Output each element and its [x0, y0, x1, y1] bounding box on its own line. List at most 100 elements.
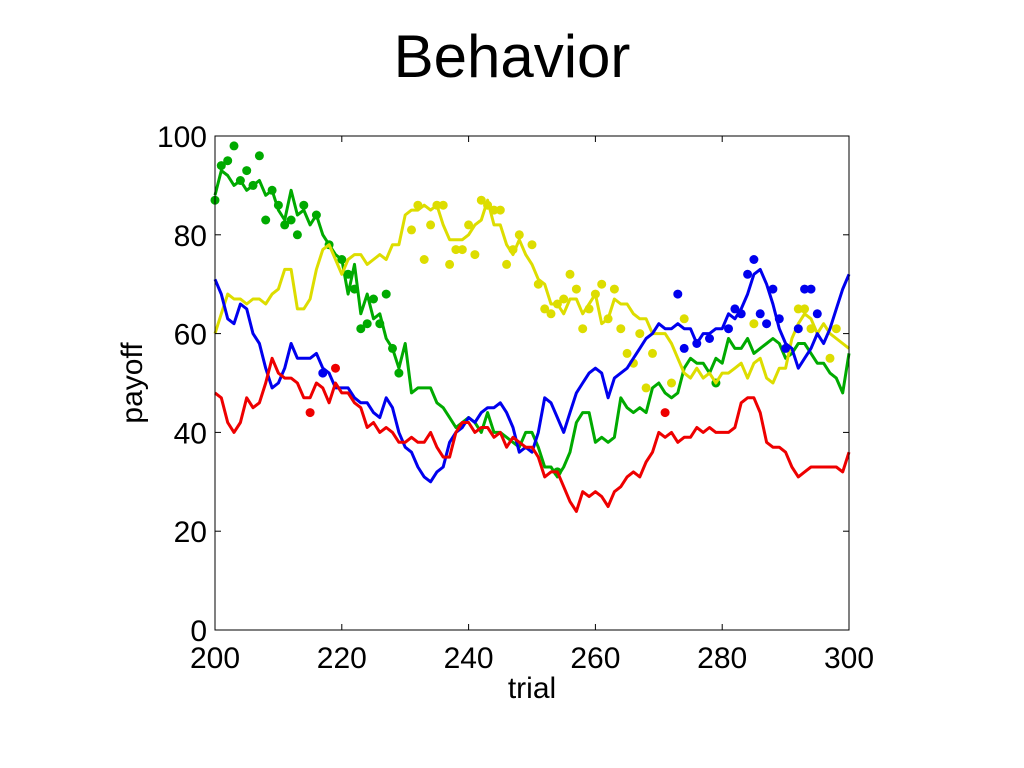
choice-point: [806, 324, 816, 334]
choice-point: [235, 176, 245, 185]
choice-point: [248, 180, 258, 190]
choice-point: [381, 289, 391, 299]
choice-point: [261, 215, 271, 225]
choice-point: [457, 245, 467, 255]
choice-point: [648, 348, 657, 358]
choice-point: [445, 259, 455, 269]
choice-point: [438, 200, 448, 210]
choice-point: [273, 200, 283, 210]
choice-point: [552, 299, 562, 309]
choice-point: [369, 294, 378, 304]
choice-point: [565, 269, 575, 279]
choice-point: [800, 304, 810, 314]
plot-area: [215, 136, 849, 630]
choice-point: [641, 383, 651, 393]
x-tick-label: 260: [570, 642, 620, 675]
choice-point: [730, 304, 740, 314]
y-tick-label: 60: [174, 319, 207, 352]
choice-point: [223, 156, 233, 166]
choice-point: [673, 289, 683, 299]
series-layer: [210, 141, 851, 513]
series-line: [213, 267, 851, 484]
y-tick-label: 80: [174, 220, 207, 253]
choice-point: [375, 319, 385, 329]
choice-point: [768, 284, 778, 294]
choice-point: [679, 314, 689, 324]
choice-point: [331, 363, 340, 373]
x-tick-label: 300: [824, 642, 874, 675]
choice-point: [229, 141, 239, 151]
x-tick-label: 280: [697, 642, 747, 675]
choice-point: [793, 324, 803, 334]
choice-point: [407, 225, 416, 235]
choice-point: [749, 255, 759, 264]
choice-point: [292, 230, 302, 240]
series-group: [210, 141, 851, 479]
choice-point: [419, 255, 429, 264]
y-axis-title: payoff: [116, 342, 149, 424]
x-tick-label: 220: [317, 642, 367, 675]
choice-point: [781, 343, 791, 353]
choice-point: [755, 309, 765, 319]
choice-point: [267, 185, 277, 195]
choice-point: [502, 259, 512, 269]
choice-point: [508, 245, 518, 255]
choice-point: [489, 205, 499, 215]
y-tick-label: 20: [174, 516, 207, 549]
choice-point: [286, 215, 296, 225]
x-tick-label: 240: [444, 642, 494, 675]
choice-point: [590, 289, 600, 299]
choice-point: [705, 334, 714, 343]
x-tick-label: 200: [190, 642, 240, 675]
choice-point: [362, 319, 372, 329]
slide-title: Behavior: [393, 23, 631, 90]
choice-point: [388, 343, 397, 353]
series-group: [213, 195, 850, 393]
axes-box: [214, 135, 850, 631]
y-tick-label: 40: [174, 417, 207, 450]
choice-point: [464, 220, 474, 230]
choice-point: [736, 309, 746, 319]
choice-point: [394, 368, 404, 378]
choice-point: [667, 378, 676, 388]
choice-point: [495, 205, 505, 215]
choice-point: [413, 200, 423, 210]
choice-point: [660, 408, 670, 418]
choice-point: [470, 250, 480, 260]
series-line: [213, 169, 851, 479]
choice-point: [533, 279, 543, 289]
series-group: [214, 356, 851, 513]
choice-point: [584, 304, 594, 314]
choice-point: [483, 200, 493, 210]
choice-point: [514, 230, 524, 240]
choice-point: [350, 284, 359, 294]
choice-point: [762, 319, 772, 329]
choice-point: [724, 324, 733, 334]
choice-point: [609, 284, 619, 294]
choice-point: [476, 195, 486, 205]
choice-point: [831, 324, 841, 334]
choice-point: [540, 304, 550, 314]
choice-point: [749, 319, 759, 329]
choice-point: [622, 348, 632, 358]
series-line: [214, 356, 851, 513]
choice-point: [337, 255, 347, 264]
series-line: [213, 198, 850, 385]
choice-point: [559, 294, 569, 304]
x-axis-title: trial: [508, 672, 556, 705]
choice-point: [743, 269, 753, 279]
choice-point: [305, 408, 315, 418]
choice-point: [426, 220, 436, 230]
choice-point: [679, 343, 689, 353]
choice-point: [825, 353, 835, 363]
choice-point: [318, 368, 328, 378]
choice-point: [451, 245, 461, 255]
y-tick-label: 100: [157, 121, 207, 154]
choice-point: [571, 284, 581, 294]
choice-point: [635, 329, 645, 339]
choice-point: [546, 309, 556, 319]
series-group: [213, 255, 851, 484]
choice-point: [692, 339, 702, 348]
choice-point: [597, 279, 607, 289]
choice-point: [800, 284, 810, 294]
